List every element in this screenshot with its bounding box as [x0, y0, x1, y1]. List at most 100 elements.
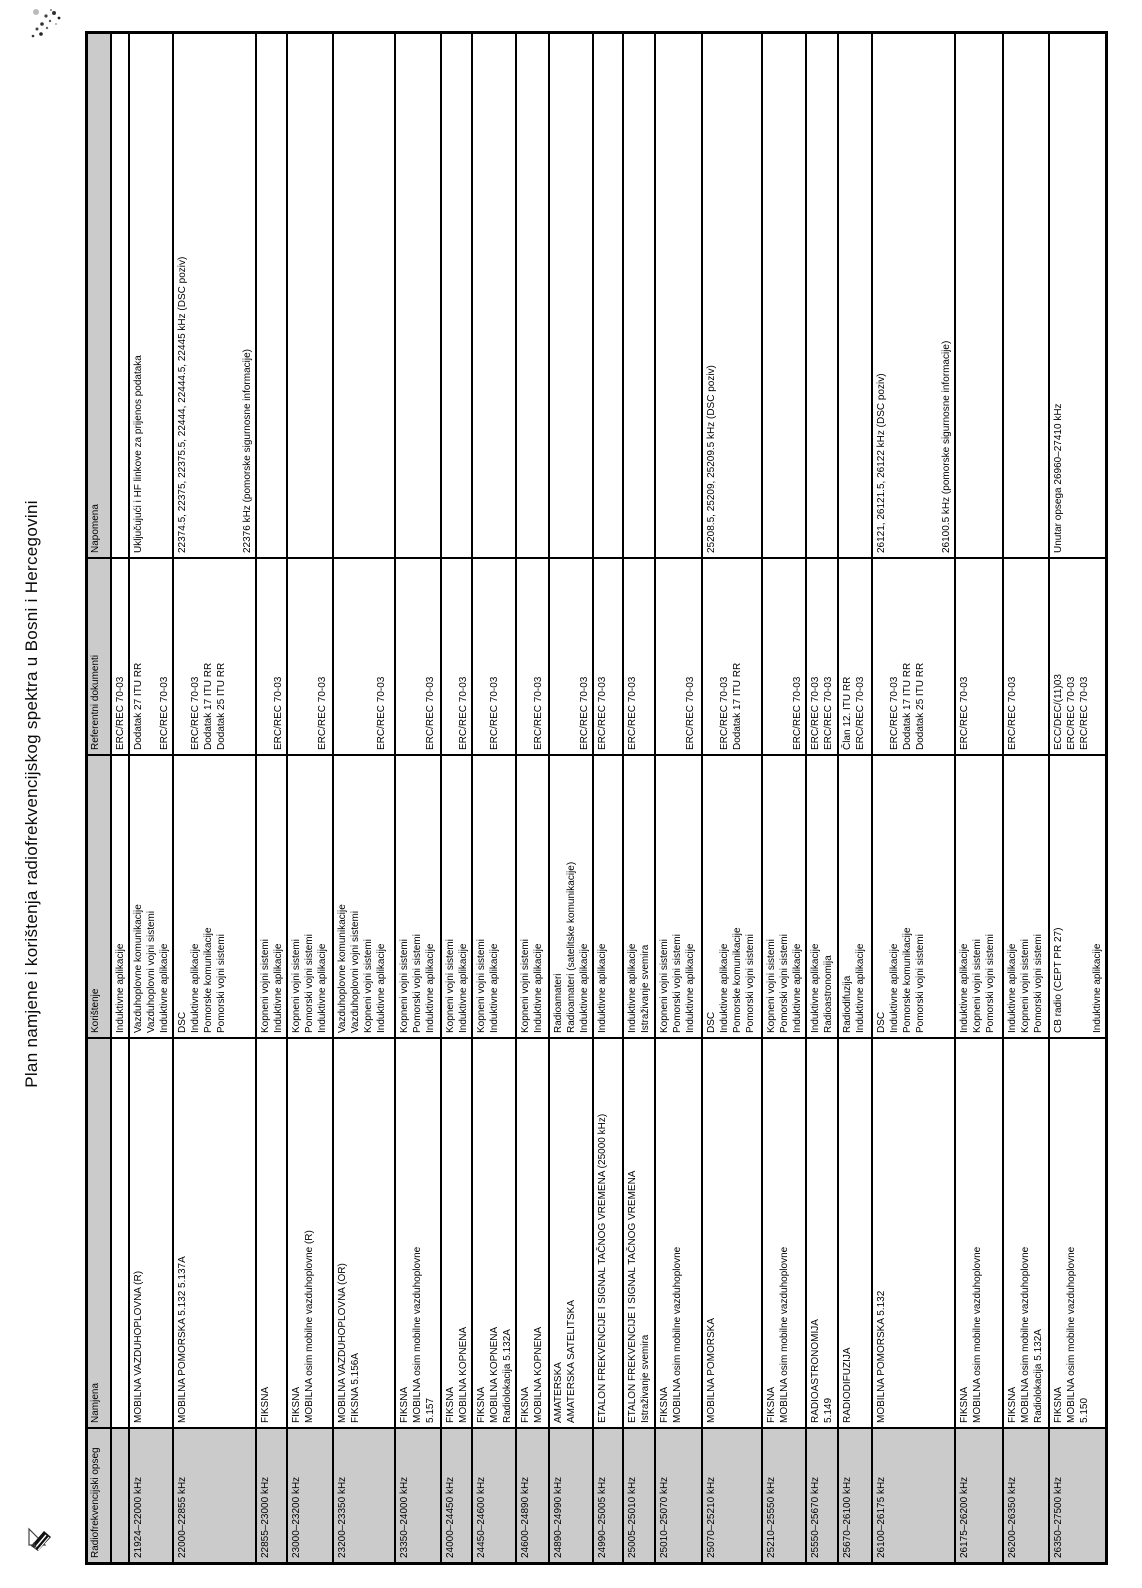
frequency-range-cell: [112, 1427, 128, 1562]
cell-line: [765, 563, 778, 750]
table-row: 24990–25005 kHz ETALON FREKVENCIJE I SIGN…: [592, 34, 622, 1562]
cell-line: Pomorske komunikacije: [902, 927, 913, 1033]
cell-line: 22374.5, 22375, 22375.5, 22444, 22444.5,…: [177, 256, 188, 553]
table-row: 24450–24600 kHz FIKSNA MOBILNA KOPNENA Radi…: [471, 34, 515, 1562]
usage-cell: Kopneni vojni sistemi Pomorski vojni sist…: [763, 754, 805, 1037]
frequency-range-label: 26350–27500 kHz: [1053, 1476, 1064, 1558]
reference-docs-cell: ERC/REC 70-03: [1004, 557, 1048, 754]
cell-line: [1091, 563, 1104, 750]
cell-line: [888, 38, 901, 553]
cell-line: FIKSNA: [659, 1386, 670, 1423]
cell-line: ERC/REC 70-03: [685, 676, 696, 750]
allocation-cell: ETALON FREKVENCIJE I SIGNAL TAČNOG VREME…: [594, 1037, 622, 1427]
table-row: 21924–22000 kHz MOBILNA VAZDUHOPLOVNA (R)…: [128, 34, 172, 1562]
cell-line: [215, 38, 228, 553]
remark-cell: [112, 34, 128, 557]
frequency-range-cell: 22000–22855 kHz: [174, 1427, 255, 1562]
cell-line: Radioastronomija: [823, 955, 834, 1033]
cell-line: Radiolokacija 5.132A: [502, 1329, 513, 1423]
cell-line: Dodatak 17 ITU RR: [203, 662, 214, 750]
cell-line: Kopneni vojni sistemi: [1020, 939, 1031, 1033]
frequency-range-cell: 22855–23000 kHz: [257, 1427, 286, 1562]
cell-line: Vazduhoplovni vojni sistemi: [146, 910, 157, 1033]
remark-cell: [594, 34, 622, 557]
cell-line: Pomorski vojni sistemi: [412, 934, 423, 1033]
table-row: 25670–26100 kHz RADIODIFUZIJA Radiodifuzij…: [837, 34, 871, 1562]
cell-line: Induktivne aplikacije: [115, 943, 126, 1034]
cell-line: CB radio (CEPT PR 27): [1053, 927, 1064, 1033]
cell-line: [927, 38, 940, 553]
reference-docs-cell: Dodatak 27 ITU RR ERC/REC 70-03: [130, 557, 172, 754]
remark-cell: [839, 34, 871, 557]
cell-line: ERC/REC 70-03: [823, 676, 834, 750]
cell-line: AMATERSKA: [553, 1362, 564, 1423]
allocation-cell: FIKSNA: [257, 1037, 286, 1427]
cell-line: [565, 563, 578, 750]
cell-line: [336, 563, 349, 750]
frequency-range-cell: 25010–25070 kHz: [656, 1427, 701, 1562]
allocation-cell: MOBILNA POMORSKA 5.132: [873, 1037, 954, 1427]
cell-line: Kopneni vojni sistemi: [766, 939, 777, 1033]
reference-docs-cell: ERC/REC 70-03: [763, 557, 805, 754]
usage-cell: DSC Induktivne aplikacije Pomorske komunik…: [873, 754, 954, 1037]
cell-line: ERC/REC 70-03: [190, 676, 201, 750]
remark-cell: [473, 34, 515, 557]
cell-line: Induktivne aplikacije: [1092, 943, 1103, 1034]
cell-line: 26100.5 kHz (pomorske sigurnosne informa…: [941, 340, 952, 553]
cell-line: Induktivne aplikacije: [959, 943, 970, 1034]
table-row: 22855–23000 kHz FIKSNA Kopneni vojni siste…: [255, 34, 286, 1562]
frequency-allocation-table: Radiofrekvencijski opseg Namjena Korište…: [85, 31, 1108, 1565]
reference-docs-cell: ERC/REC 70-03: [112, 557, 128, 754]
column-header-frequency-range: Radiofrekvencijski opseg: [88, 1427, 110, 1562]
cell-line: FIKSNA: [766, 1386, 777, 1423]
cell-line: Induktivne aplikacije: [489, 943, 500, 1034]
cell-line: Kopneni vojni sistemi: [972, 939, 983, 1033]
reference-docs-cell: ECC/DEC/(11)03 ERC/REC 70-03 ERC/REC 70-03: [1050, 557, 1105, 754]
cell-line: Istraživanje svemira: [640, 1334, 651, 1423]
usage-cell: Induktivne aplikacije Kopneni vojni siste…: [1004, 754, 1048, 1037]
cell-line: Pomorski vojni sistemi: [1033, 934, 1044, 1033]
frequency-range-label: 25005–25010 kHz: [627, 1476, 638, 1558]
cell-line: MOBILNA POMORSKA: [706, 1317, 717, 1423]
cell-line: MOBILNA osim mobilne vazduhoplovne: [1066, 1246, 1077, 1423]
frequency-range-label: 26200–26350 kHz: [1007, 1476, 1018, 1558]
usage-cell: Induktivne aplikacije: [112, 754, 128, 1037]
usage-cell: Kopneni vojni sistemi Induktivne aplikaci…: [257, 754, 286, 1037]
cell-line: Induktivne aplikacije: [685, 943, 696, 1034]
table-row: 26100–26175 kHz MOBILNA POMORSKA 5.132 DSC…: [871, 34, 954, 1562]
allocation-cell: RADIODIFUZIJA: [839, 1037, 871, 1427]
cell-line: ERC/REC 70-03: [489, 676, 500, 750]
cell-line: Radiodifuzija: [842, 975, 853, 1033]
frequency-range-label: 24600–24890 kHz: [520, 1476, 531, 1558]
cell-line: Dodatak 25 ITU RR: [216, 662, 227, 750]
usage-cell: CB radio (CEPT PR 27) Induktivne aplikaci…: [1050, 754, 1105, 1037]
usage-cell: Kopneni vojni sistemi Induktivne aplikaci…: [442, 754, 471, 1037]
reference-docs-cell: ERC/REC 70-03 ERC/REC 70-03: [807, 557, 837, 754]
cell-line: ETALON FREKVENCIJE I SIGNAL TAČNOG VREME…: [597, 1113, 608, 1423]
cell-line: [519, 563, 532, 750]
cell-line: [927, 563, 940, 750]
frequency-range-cell: 25005–25010 kHz: [624, 1427, 654, 1562]
cell-line: MOBILNA KOPNENA: [533, 1326, 544, 1423]
cell-line: [228, 563, 241, 750]
reference-docs-cell: ERC/REC 70-03: [594, 557, 622, 754]
remark-cell: [550, 34, 592, 557]
allocation-cell: MOBILNA POMORSKA: [703, 1037, 761, 1427]
cell-line: [671, 563, 684, 750]
cell-line: AMATERSKA SATELITSKA: [566, 1300, 577, 1423]
allocation-cell: FIKSNA MOBILNA osim mobilne vazduhoplovne…: [288, 1037, 332, 1427]
cell-line: [259, 563, 272, 750]
frequency-range-cell: 23350–24000 kHz: [396, 1427, 440, 1562]
cell-line: [940, 760, 953, 1033]
cell-line: Induktivne aplikacije: [719, 943, 730, 1034]
cell-line: 26121, 26121.5, 26122 kHz (DSC poziv): [876, 373, 887, 553]
cell-line: Induktivne aplikacije: [1007, 943, 1018, 1034]
cell-line: MOBILNA osim mobilne vazduhoplovne: [672, 1246, 683, 1423]
frequency-range-label: 21924–22000 kHz: [133, 1476, 144, 1558]
usage-cell: Kopneni vojni sistemi Induktivne aplikaci…: [473, 754, 515, 1037]
table-row: 22000–22855 kHz MOBILNA POMORSKA 5.132 5.…: [172, 34, 255, 1562]
cell-line: MOBILNA osim mobilne vazduhoplovne: [779, 1246, 790, 1423]
cell-line: [658, 563, 671, 750]
allocation-cell: MOBILNA VAZDUHOPLOVNA (R): [130, 1037, 172, 1427]
